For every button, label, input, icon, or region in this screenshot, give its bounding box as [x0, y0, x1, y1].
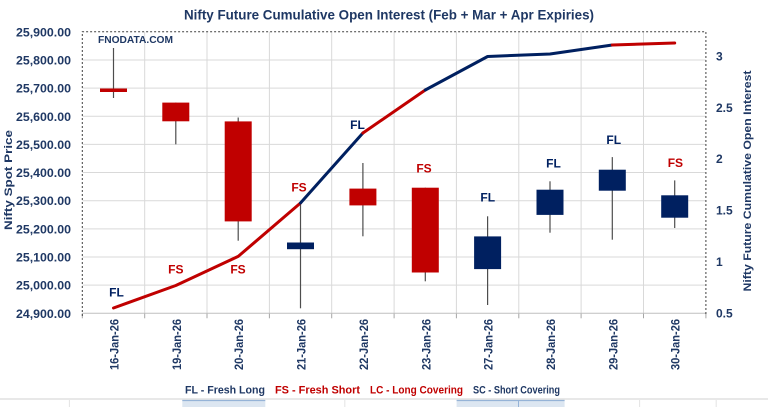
svg-text:Nifty Future Cumulative Open I: Nifty Future Cumulative Open Interest	[742, 70, 754, 291]
svg-text:FS: FS	[291, 181, 306, 195]
svg-text:FS: FS	[230, 263, 245, 277]
svg-text:27-Jan-26: 27-Jan-26	[482, 319, 496, 370]
svg-text:FL: FL	[480, 191, 495, 205]
svg-text:29-Jan-26: 29-Jan-26	[606, 319, 620, 370]
svg-text:19-Jan-26: 19-Jan-26	[170, 319, 184, 370]
svg-text:SC - Short Covering: SC - Short Covering	[473, 385, 560, 397]
svg-text:FL: FL	[606, 133, 621, 147]
svg-text:25,900.00: 25,900.00	[16, 25, 71, 39]
svg-text:FL: FL	[350, 118, 365, 132]
svg-text:25,500.00: 25,500.00	[16, 138, 71, 152]
svg-text:3: 3	[716, 50, 723, 64]
svg-text:FL - Fresh Long: FL - Fresh Long	[185, 385, 265, 397]
svg-text:22-Jan-26: 22-Jan-26	[357, 319, 371, 370]
svg-text:1: 1	[716, 255, 723, 269]
svg-text:FL: FL	[109, 286, 124, 300]
svg-text:25,100.00: 25,100.00	[16, 251, 71, 265]
svg-text:FS: FS	[668, 156, 683, 170]
svg-text:FS: FS	[416, 162, 431, 176]
svg-text:2: 2	[716, 152, 723, 166]
svg-text:LC - Long Covering: LC - Long Covering	[370, 385, 463, 397]
svg-text:28-Jan-26: 28-Jan-26	[544, 319, 558, 370]
svg-text:FNODATA.COM: FNODATA.COM	[98, 34, 173, 46]
svg-text:Nifty Spot Price: Nifty Spot Price	[3, 130, 15, 230]
svg-text:25,700.00: 25,700.00	[16, 82, 71, 96]
svg-text:16-Jan-26: 16-Jan-26	[108, 319, 122, 370]
svg-text:0.5: 0.5	[716, 306, 733, 320]
svg-text:FS - Fresh Short: FS - Fresh Short	[275, 385, 360, 397]
svg-text:25,400.00: 25,400.00	[16, 166, 71, 180]
svg-text:25,200.00: 25,200.00	[16, 222, 71, 236]
svg-text:21-Jan-26: 21-Jan-26	[295, 319, 309, 370]
svg-text:FL: FL	[546, 157, 561, 171]
svg-text:1.5: 1.5	[716, 204, 733, 218]
svg-text:30-Jan-26: 30-Jan-26	[669, 319, 683, 370]
svg-text:Nifty Future Cumulative Open I: Nifty Future Cumulative Open Interest (F…	[184, 7, 594, 23]
svg-text:25,600.00: 25,600.00	[16, 110, 71, 124]
svg-text:FS: FS	[168, 263, 183, 277]
svg-text:2.5: 2.5	[716, 101, 733, 115]
svg-text:25,000.00: 25,000.00	[16, 279, 71, 293]
svg-text:24,900.00: 24,900.00	[16, 307, 71, 321]
svg-text:20-Jan-26: 20-Jan-26	[232, 319, 246, 370]
svg-text:25,300.00: 25,300.00	[16, 194, 71, 208]
svg-text:25,800.00: 25,800.00	[16, 53, 71, 67]
svg-text:23-Jan-26: 23-Jan-26	[419, 319, 433, 370]
